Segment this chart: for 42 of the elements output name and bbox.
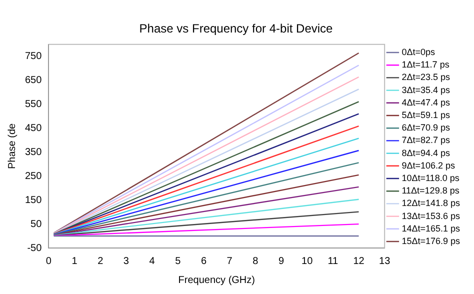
legend-label: 11Δt=129.8 ps [402, 186, 460, 196]
legend-label: 5Δt=59.1 ps [402, 110, 450, 120]
x-tick-label: 7 [226, 256, 233, 267]
legend-label: 14Δt=165.1 ps [402, 223, 460, 234]
y-tick-label: 250 [24, 170, 42, 182]
x-tick-label: 13 [379, 256, 391, 267]
legend-label: 6Δt=70.9 ps [402, 122, 450, 133]
y-tick-label: 550 [24, 99, 42, 110]
legend-label: 13Δt=153.6 ps [402, 210, 460, 221]
y-tick-label: 50 [30, 218, 42, 230]
x-tick-label: 11 [328, 256, 339, 267]
legend-label: 8Δt=94.4 ps [402, 148, 450, 158]
x-tick-label: 0 [46, 256, 52, 267]
legend-label: 15Δt=176.9 ps [402, 236, 460, 246]
y-tick-label: 150 [24, 194, 42, 206]
legend-label: 10Δt=118.0 ps [402, 172, 460, 183]
legend-label: 7Δt=82.7 ps [402, 135, 450, 146]
x-tick-label: 8 [252, 256, 259, 267]
y-tick-label: 350 [24, 146, 42, 158]
x-tick-label: 5 [175, 256, 182, 267]
x-tick-label: 4 [149, 256, 156, 267]
legend-label: 9Δt=106.2 ps [402, 160, 456, 170]
x-tick-label: 3 [123, 256, 130, 267]
x-axis-title: Frequency (GHz) [178, 274, 255, 286]
y-axis-title: Phase (de [6, 122, 18, 169]
y-tick-label: -50 [27, 242, 42, 254]
legend-label: 4Δt=47.4 ps [402, 97, 450, 108]
legend-label: 0Δt=0ps [402, 46, 436, 57]
legend-label: 1Δt=11.7 ps [402, 60, 450, 70]
y-tick-label: 450 [24, 122, 42, 134]
x-tick-label: 2 [98, 256, 104, 267]
y-tick-label: 650 [24, 75, 42, 86]
chart-title: Phase vs Frequency for 4-bit Device [139, 22, 334, 36]
x-tick-label: 12 [353, 256, 365, 267]
x-tick-label: 6 [200, 256, 207, 267]
x-tick-label: 1 [72, 256, 78, 267]
x-tick-label: 10 [302, 256, 314, 267]
legend-label: 2Δt=23.5 ps [402, 72, 450, 82]
x-tick-label: 9 [278, 256, 284, 267]
legend-label: 12Δt=141.8 ps [402, 198, 460, 208]
y-tick-label: 750 [24, 51, 42, 62]
legend-label: 3Δt=35.4 ps [402, 84, 450, 95]
